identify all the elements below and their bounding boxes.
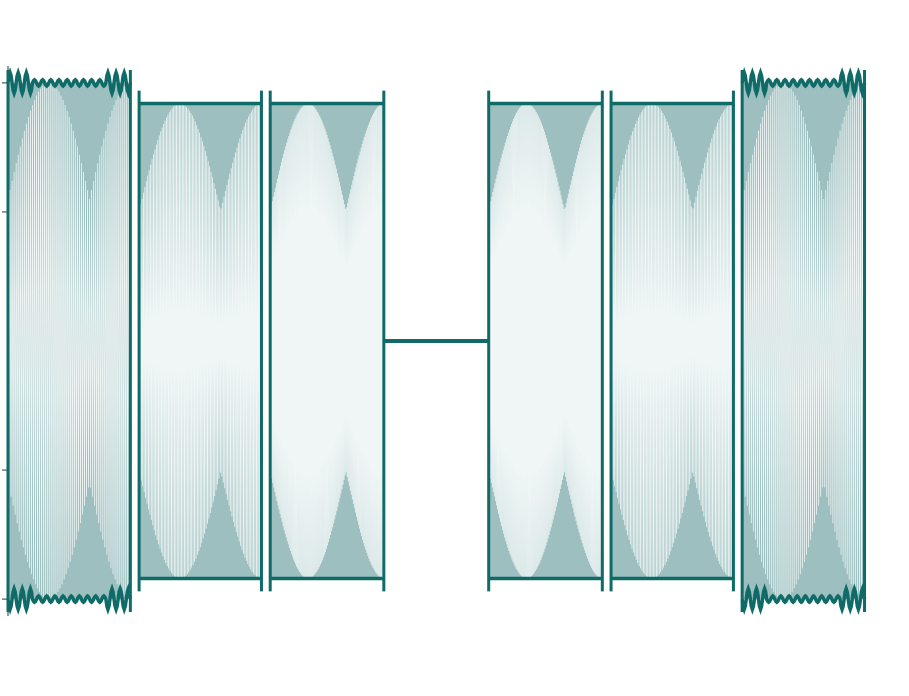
carrier-lines <box>7 82 865 600</box>
carrier-wave <box>269 103 385 579</box>
lower-envelope <box>740 583 867 615</box>
lower-envelope <box>6 583 133 615</box>
upper-envelope <box>740 67 867 99</box>
segment-envelopes <box>6 67 867 615</box>
carrier-wave <box>610 103 734 579</box>
carrier-wave <box>138 103 262 579</box>
carrier-wave <box>7 82 131 600</box>
carrier-wave <box>741 82 865 600</box>
upper-envelope <box>6 67 133 99</box>
carrier-wave <box>488 103 603 579</box>
